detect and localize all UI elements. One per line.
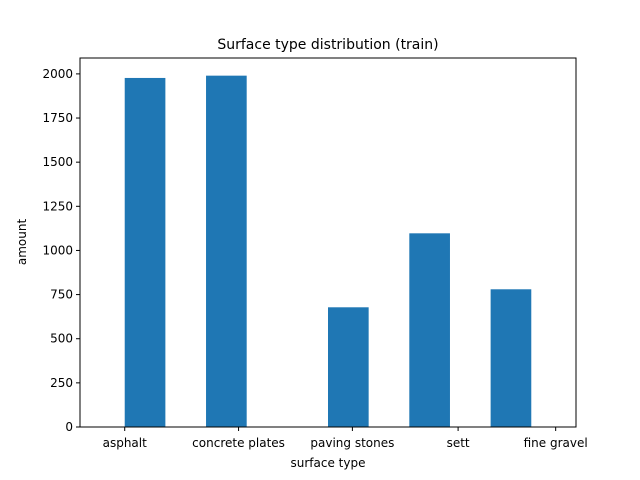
y-tick-label: 2000	[42, 67, 73, 81]
y-tick-label: 500	[50, 332, 73, 346]
x-tick-label: sett	[447, 436, 470, 450]
chart-title: Surface type distribution (train)	[217, 37, 438, 53]
x-axis: asphalt concrete plates paving stones sett f…	[103, 427, 588, 450]
bar-2	[328, 307, 369, 427]
y-tick-label: 250	[50, 376, 73, 390]
x-tick-label: asphalt	[103, 436, 148, 450]
x-tick-label: fine gravel	[524, 436, 588, 450]
bar-4	[490, 289, 532, 427]
bar-1	[206, 75, 247, 427]
bar-3	[409, 233, 450, 427]
y-tick-label: 1750	[42, 111, 73, 125]
y-axis-title: amount	[15, 219, 29, 266]
y-tick-label: 750	[50, 288, 73, 302]
plot-frame	[79, 57, 577, 428]
x-tick-label: concrete plates	[192, 436, 285, 450]
y-tick-label: 0	[65, 420, 73, 434]
y-tick-label: 1250	[42, 199, 73, 213]
x-tick-label: paving stones	[310, 436, 394, 450]
y-axis: 0 250 500 750 1000 1250 1500 1750 2000	[42, 67, 80, 434]
x-axis-title: surface type	[291, 456, 366, 470]
bars-group	[124, 75, 532, 427]
bar-0	[124, 77, 166, 427]
y-tick-label: 1000	[42, 243, 73, 257]
y-tick-label: 1500	[42, 155, 73, 169]
